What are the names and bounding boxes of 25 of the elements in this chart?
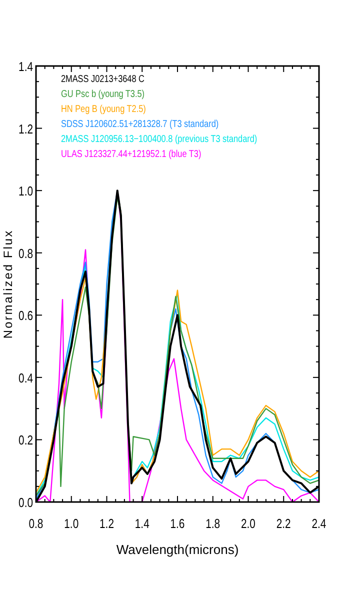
y-tick-label: 0.2 bbox=[18, 434, 33, 448]
legend-label: 2MASS J0213+3648 C bbox=[61, 73, 145, 84]
y-tick-label: 0.8 bbox=[18, 246, 34, 262]
x-tick-label: 2.0 bbox=[241, 516, 256, 532]
y-tick-label: 1.2 bbox=[18, 122, 33, 137]
text: HN Peg B (young T2.5) bbox=[61, 103, 146, 114]
y-tick-label: 1.0 bbox=[18, 184, 34, 199]
x-tick-label: 2.4 bbox=[312, 516, 327, 532]
text: SDSS J120602.51+281328.7 (T3 standard) bbox=[61, 118, 219, 130]
y-axis-title: Normalized Flux bbox=[1, 229, 15, 339]
text: 2MASS J120956.13−100400.8 (previous T3 standard) bbox=[61, 133, 258, 144]
x-tick-label: 1.6 bbox=[170, 516, 186, 532]
y-tick-label: 0.0 bbox=[18, 496, 34, 510]
x-tick-label: 0.8 bbox=[28, 516, 44, 532]
x-tick-label: 1.4 bbox=[134, 516, 150, 532]
x-tick-label: 2.2 bbox=[276, 516, 291, 532]
x-axis-title: Wavelength(microns) bbox=[116, 542, 239, 557]
y-tick-label: 0.4 bbox=[18, 371, 34, 386]
x-tick-label: 1.0 bbox=[64, 516, 79, 532]
text: ULAS J123327.44+121952.1 (blue T3) bbox=[61, 148, 202, 160]
x-tick-label: 1.8 bbox=[206, 516, 220, 532]
y-tick-label: 1.4 bbox=[18, 60, 34, 74]
text: GU Psc b (young T3.5) bbox=[61, 88, 145, 100]
y-tick-label: 0.6 bbox=[18, 309, 34, 324]
x-tick-label: 1.2 bbox=[100, 516, 114, 532]
